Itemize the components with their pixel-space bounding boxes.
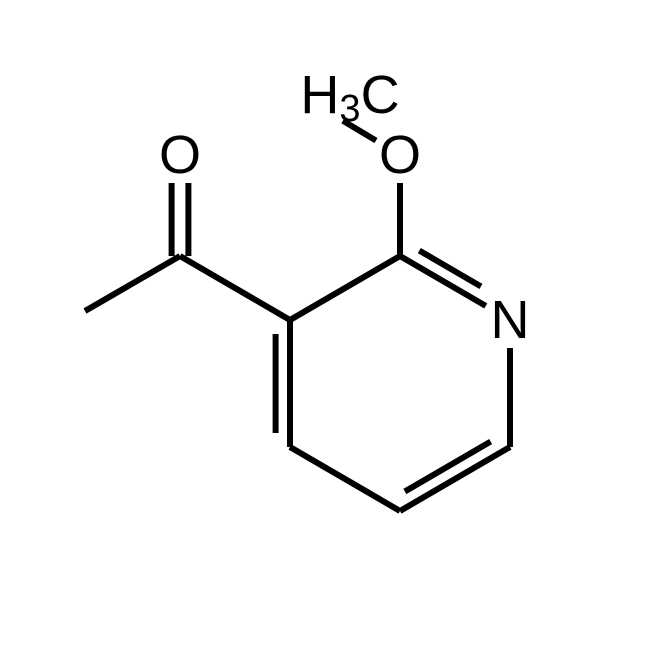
bond (290, 256, 400, 320)
atom-label-C_me: H3C (300, 65, 399, 130)
bond (419, 251, 481, 287)
bonds-layer (85, 121, 510, 511)
atom-label-N: N (491, 290, 530, 350)
bond (85, 256, 180, 311)
atoms-layer: NOH3CO (159, 65, 530, 350)
atom-label-O_cho: O (159, 125, 201, 185)
bond (400, 447, 510, 511)
atom-label-O_ome: O (379, 125, 421, 185)
chemical-structure-diagram: NOH3CO (0, 0, 650, 650)
bond (180, 256, 290, 320)
bond (290, 447, 400, 511)
